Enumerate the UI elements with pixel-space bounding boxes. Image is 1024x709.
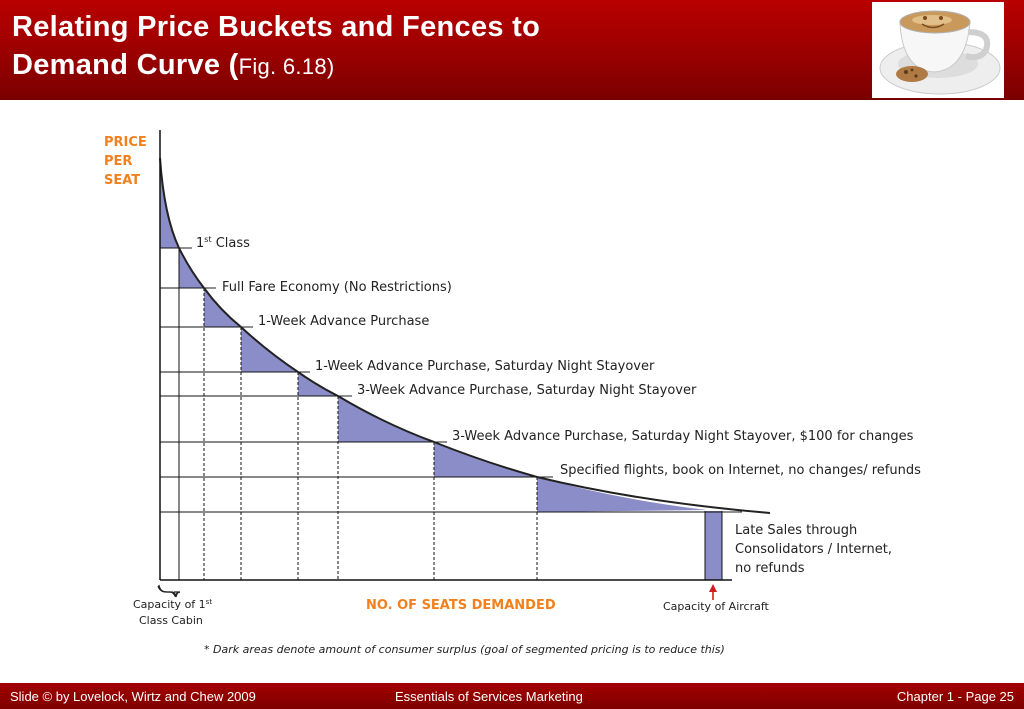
footer-bar: Slide © by Lovelock, Wirtz and Chew 2009…	[0, 683, 1024, 709]
late-sales-line-3: no refunds	[735, 561, 805, 576]
capacity-first-class-line-1: Capacity of 1st	[133, 598, 212, 611]
brace-icon	[158, 584, 181, 598]
capacity-first-class-line-2: Class Cabin	[139, 614, 203, 627]
y-axis-label-line-1: PRICE	[104, 135, 147, 150]
footnote: * Dark areas denote amount of consumer s…	[204, 643, 725, 656]
surplus-area-full-fare	[179, 248, 204, 288]
footer-page-number: Chapter 1 - Page 25	[896, 689, 1014, 704]
footer-copyright: Slide © by Lovelock, Wirtz and Chew 2009	[10, 689, 256, 704]
bucket-label-full-fare: Full Fare Economy (No Restrictions)	[222, 280, 452, 295]
x-axis-label: NO. OF SEATS DEMANDED	[366, 598, 556, 613]
coffee-cup-image	[872, 2, 1004, 98]
demand-curve-diagram: PRICE PER SEAT 1st Class Full Fare Econo…	[104, 130, 921, 656]
label-leaders	[181, 247, 742, 513]
y-axis-label-line-3: SEAT	[104, 173, 140, 188]
bucket-label-3wk-sat: 3-Week Advance Purchase, Saturday Night …	[357, 383, 697, 398]
surplus-area-late-sales	[705, 511, 722, 580]
demand-curve	[159, 157, 771, 514]
surplus-area-3wk-sat-100	[338, 396, 434, 442]
surplus-areas	[160, 158, 722, 580]
capacity-arrow-icon	[709, 584, 717, 600]
bucket-label-first-class: 1st Class	[196, 235, 250, 251]
surplus-area-leftover	[537, 477, 707, 512]
surplus-area-internet	[434, 442, 537, 477]
surplus-area-3wk-sat	[298, 372, 338, 396]
bucket-labels: 1st Class Full Fare Economy (No Restrict…	[196, 235, 921, 576]
bucket-label-3wk-sat-100: 3-Week Advance Purchase, Saturday Night …	[452, 429, 914, 444]
y-axis-label-line-2: PER	[104, 154, 132, 169]
footer-course-title: Essentials of Services Marketing	[395, 689, 583, 704]
bucket-label-1wk-sat: 1-Week Advance Purchase, Saturday Night …	[315, 359, 655, 374]
title-line-2: Demand Curve (Fig. 6.18)	[12, 46, 540, 86]
late-sales-line-2: Consolidators / Internet,	[735, 542, 892, 557]
capacity-labels: Capacity of 1st Class Cabin Capacity of …	[133, 598, 770, 627]
title-bar: Relating Price Buckets and Fences to Dem…	[0, 0, 1024, 100]
surplus-area-1wk	[204, 288, 241, 327]
bucket-label-1wk: 1-Week Advance Purchase	[258, 314, 429, 329]
title-close: )	[326, 54, 335, 79]
price-levels	[160, 247, 722, 513]
surplus-area-1wk-sat	[241, 327, 298, 372]
bucket-boundaries	[178, 248, 723, 580]
surplus-area-first-class	[160, 158, 179, 248]
slide-title: Relating Price Buckets and Fences to Dem…	[12, 8, 540, 86]
y-axis-label: PRICE PER SEAT	[104, 135, 147, 188]
bucket-label-internet: Specified flights, book on Internet, no …	[560, 463, 921, 478]
title-main: Demand Curve (	[12, 49, 239, 81]
late-sales-line-1: Late Sales through	[735, 523, 857, 538]
capacity-aircraft-label: Capacity of Aircraft	[663, 600, 770, 613]
figure-reference: Fig. 6.18	[238, 54, 327, 79]
title-line-1: Relating Price Buckets and Fences to	[12, 11, 541, 43]
